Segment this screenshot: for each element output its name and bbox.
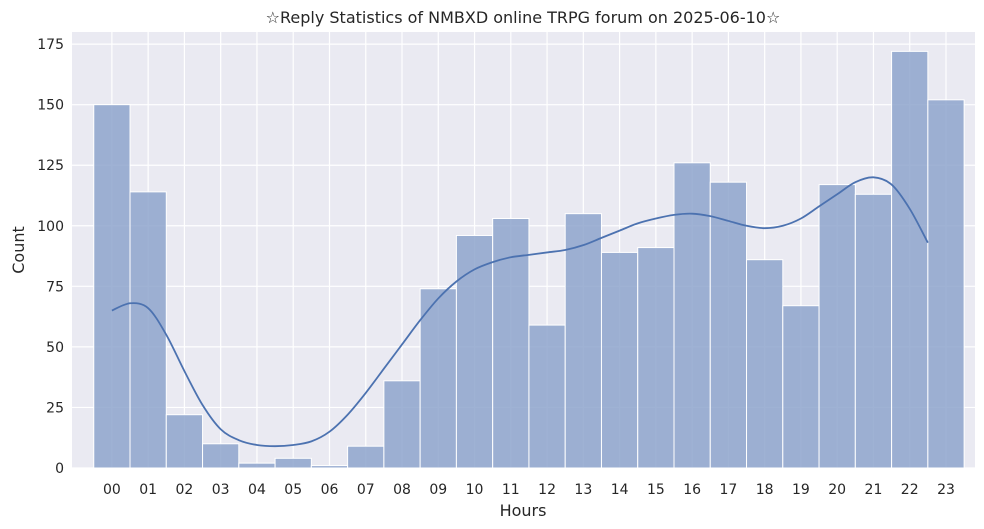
histogram-bar [129, 191, 167, 469]
x-tick-label: 16 [683, 482, 701, 498]
y-tick-label: 75 [46, 279, 64, 295]
histogram-bar [238, 462, 276, 469]
histogram-bar [927, 99, 965, 469]
histogram-bar [782, 305, 820, 469]
histogram-bar [818, 184, 856, 469]
x-tick-label: 03 [212, 482, 230, 498]
y-tick-label: 50 [46, 340, 64, 356]
x-tick-label: 13 [574, 482, 592, 498]
y-tick-labels: 0 25 50 75 100 125 150 175 [37, 37, 64, 477]
bars [93, 50, 965, 469]
histogram-bar [854, 193, 893, 469]
histogram-bar [383, 380, 421, 469]
y-axis-label: Count [9, 226, 28, 274]
x-tick-label: 02 [176, 482, 194, 498]
histogram-bar [165, 414, 204, 469]
x-tick-label: 12 [538, 482, 556, 498]
x-tick-label: 00 [103, 482, 121, 498]
x-tick-label: 23 [937, 482, 955, 498]
histogram-bar [310, 465, 349, 469]
x-tick-label: 14 [611, 482, 629, 498]
x-tick-label: 21 [865, 482, 883, 498]
x-tick-label: 01 [139, 482, 157, 498]
histogram-bar [600, 251, 639, 469]
x-tick-label: 18 [756, 482, 774, 498]
x-tick-label: 17 [719, 482, 737, 498]
x-tick-labels: 00 01 02 03 04 05 06 07 08 09 10 11 12 13 14 15 16 17 18 19… [103, 482, 955, 498]
histogram-bar [746, 259, 784, 469]
histogram-bar [564, 213, 602, 469]
x-axis-label: Hours [500, 501, 547, 520]
x-tick-label: 06 [321, 482, 339, 498]
y-tick-label: 100 [37, 219, 64, 235]
histogram-bar [93, 104, 131, 469]
x-tick-label: 20 [828, 482, 846, 498]
y-tick-label: 0 [55, 461, 64, 477]
x-tick-label: 07 [357, 482, 375, 498]
x-tick-label: 10 [466, 482, 484, 498]
histogram-bar [528, 324, 566, 469]
histogram-bar [637, 247, 675, 469]
histogram-bar [891, 50, 929, 469]
x-tick-label: 15 [647, 482, 665, 498]
y-tick-label: 25 [46, 400, 64, 416]
histogram-bar [673, 162, 711, 469]
y-tick-label: 175 [37, 37, 64, 53]
x-tick-label: 09 [429, 482, 447, 498]
kde-curve [111, 176, 929, 448]
histogram-bar [274, 457, 312, 469]
histogram-bar [347, 445, 385, 469]
y-tick-label: 150 [37, 98, 64, 114]
x-tick-label: 19 [792, 482, 810, 498]
y-tick-label: 125 [37, 158, 64, 174]
x-tick-label: 08 [393, 482, 411, 498]
x-tick-label: 05 [284, 482, 302, 498]
x-tick-label: 22 [901, 482, 919, 498]
x-tick-label: 04 [248, 482, 266, 498]
x-tick-label: 11 [502, 482, 520, 498]
chart-title: ☆Reply Statistics of NMBXD online TRPG f… [266, 8, 781, 27]
histogram-bar [419, 288, 457, 469]
histogram-bar [202, 443, 240, 469]
